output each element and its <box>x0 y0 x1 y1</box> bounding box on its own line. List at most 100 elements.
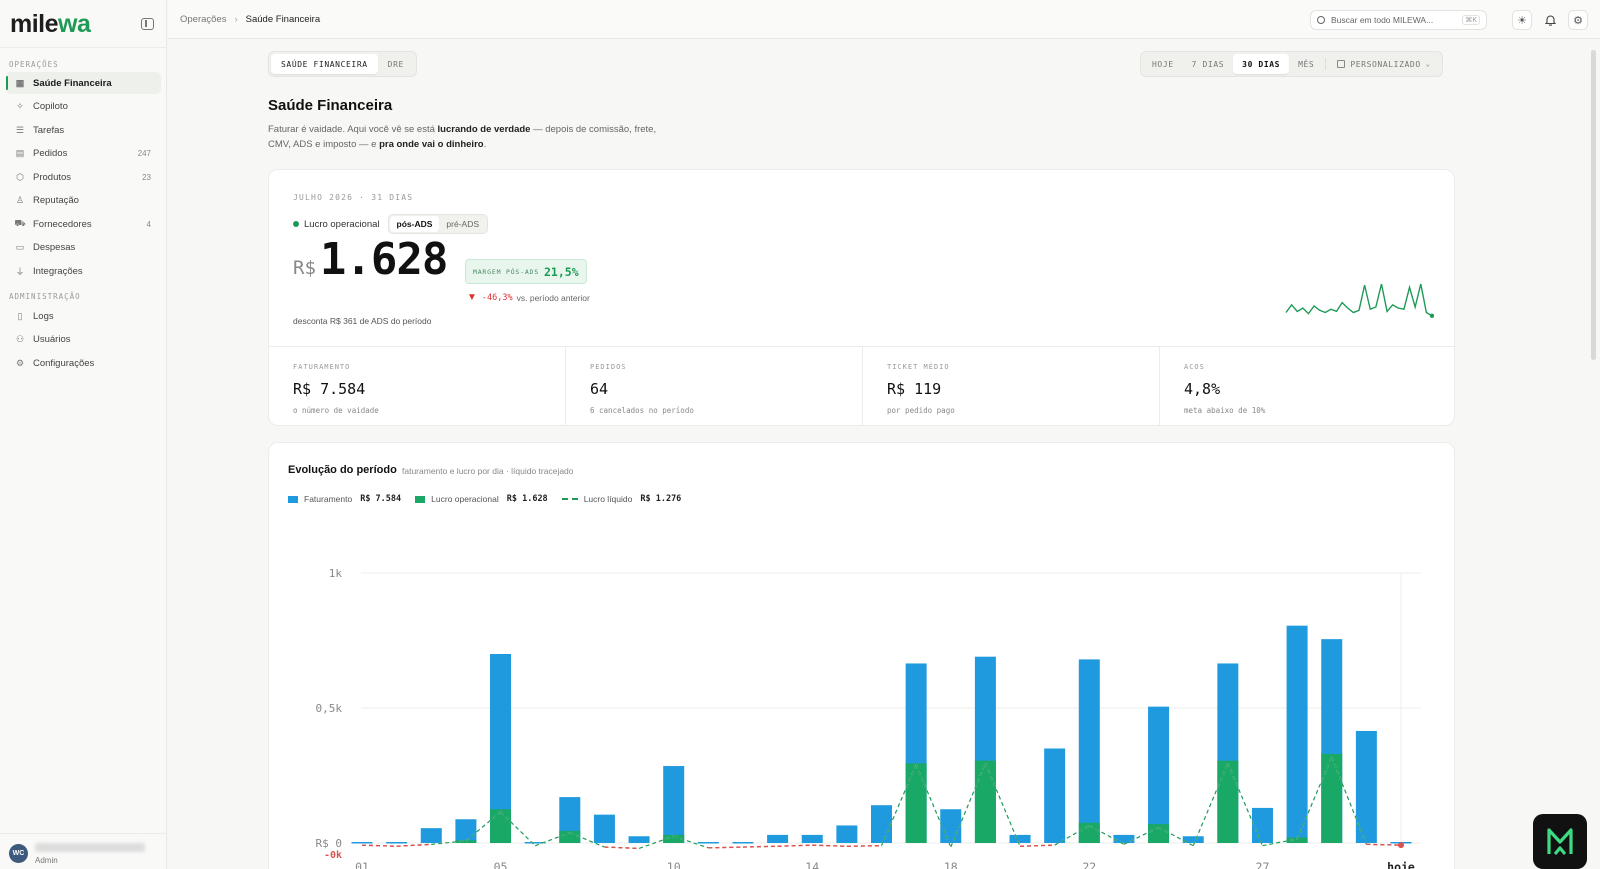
sparkline-end-point <box>1429 313 1434 319</box>
search-input[interactable]: Buscar em todo MILEWA... ⌘K <box>1310 10 1487 30</box>
lucro-liquido-segment <box>465 811 501 842</box>
sidebar-item-copiloto[interactable]: ✧ Copiloto <box>6 96 161 118</box>
sidebar-item-label: Fornecedores <box>33 218 92 230</box>
app-logo[interactable]: milewa <box>10 10 91 39</box>
chart-legend: Faturamento R$ 7.584 Lucro operacional R… <box>288 494 695 504</box>
sidebar-item-count: 23 <box>142 172 151 182</box>
bar-faturamento <box>836 825 858 843</box>
bar-lucro-operacional <box>1217 760 1239 843</box>
brand-badge[interactable] <box>1533 814 1587 869</box>
lucro-liquido-end-point <box>1398 842 1404 849</box>
kpi-label: TICKET MÉDIO <box>887 363 950 371</box>
truck-icon: ⛟ <box>14 218 26 228</box>
sidebar-item-label: Integrações <box>33 265 83 277</box>
bar-faturamento <box>1182 836 1204 843</box>
breadcrumb-parent[interactable]: Operações <box>180 14 227 25</box>
chevron-down-icon: ⌄ <box>1425 60 1431 68</box>
kpi-value: 4,8% <box>1184 380 1221 398</box>
kpi-value: R$ 7.584 <box>293 380 366 398</box>
x-tick-label: 01 <box>355 860 369 869</box>
kpi-subtext: o número de vaidade <box>293 406 379 415</box>
range-hoje[interactable]: HOJE <box>1152 59 1174 69</box>
sidebar-item-usuarios[interactable]: ⚇ Usuários <box>6 329 161 351</box>
x-tick-label: 14 <box>805 860 819 869</box>
y-tick-label-negative: -0k <box>324 850 342 861</box>
user-role: Admin <box>35 856 58 865</box>
sidebar-item-tarefas[interactable]: ☰ Tarefas <box>6 119 161 141</box>
scrollbar[interactable] <box>1591 50 1596 360</box>
sidebar-item-configuracoes[interactable]: ⚙ Configurações <box>6 352 161 374</box>
kpi-label: PEDIDOS <box>590 363 627 371</box>
range-mes[interactable]: MÊS <box>1298 59 1315 69</box>
legend-value: R$ 1.276 <box>640 494 682 504</box>
kpi-label: FATURAMENTO <box>293 363 351 371</box>
lucro-liquido-segment <box>1192 763 1229 846</box>
lucro-liquido-segment <box>534 832 571 847</box>
lucro-liquido-segment <box>915 764 952 848</box>
sidebar-item-label: Logs <box>33 310 54 322</box>
sidebar-item-count: 247 <box>137 149 151 158</box>
range-divider <box>1325 58 1327 70</box>
settings-gear-icon[interactable]: ⚙ <box>1568 10 1588 30</box>
lucro-liquido-segment <box>569 832 605 848</box>
x-tick-label: 05 <box>494 860 508 869</box>
bar-faturamento <box>628 836 650 843</box>
theme-toggle-sun-icon[interactable]: ☀ <box>1512 10 1532 30</box>
bar-lucro-operacional <box>1286 837 1308 843</box>
y-tick-label: R$ 0 <box>316 837 343 850</box>
lucro-liquido-segment <box>431 840 466 845</box>
sidebar: milewa OPERAÇÕES ▦ Saúde Financeira ✧ Copil… <box>0 0 167 869</box>
sidebar-item-despesas[interactable]: ▭ Despesas <box>6 237 161 259</box>
bar-faturamento <box>351 842 373 844</box>
bar-faturamento <box>801 834 823 843</box>
lucro-liquido-segment <box>984 763 1021 847</box>
bar-faturamento <box>940 809 962 843</box>
sidebar-item-reputacao[interactable]: ♙ Reputação <box>6 190 161 212</box>
lucro-liquido-segment <box>638 835 674 849</box>
lucro-liquido-segment <box>846 845 882 847</box>
sparkle-icon: ✧ <box>16 101 24 111</box>
profit-summary-card: JULHO 2026 · 31 DIAS Lucro operacional p… <box>268 169 1456 426</box>
sidebar-item-logs[interactable]: ▯ Logs <box>6 305 161 327</box>
bar-lucro-operacional <box>1148 824 1170 843</box>
wallet-icon: ▭ <box>15 242 25 252</box>
lucro-liquido-segment <box>742 845 778 848</box>
bar-faturamento <box>386 842 408 844</box>
tab-dre[interactable]: DRE <box>387 59 404 69</box>
sidebar-collapse-icon[interactable] <box>141 18 154 30</box>
range-personalizado[interactable]: PERSONALIZADO ⌄ <box>1328 54 1439 74</box>
kpi-acos: ACOS 4,8% meta abaixo de 10% <box>1160 347 1456 426</box>
range-7-dias[interactable]: 7 DIAS <box>1191 59 1225 69</box>
lucro-liquido-segment <box>500 811 536 847</box>
change-percent: -46,3% <box>481 292 513 303</box>
grid-icon: ▦ <box>15 77 25 88</box>
sidebar-item-pedidos[interactable]: ▤ Pedidos 247 <box>6 143 161 165</box>
margin-label: MARGEM PÓS-ADS <box>473 267 539 276</box>
toggle-pre-ads[interactable]: pré-ADS <box>446 219 480 229</box>
profit-sparkline <box>1285 283 1434 319</box>
breadcrumb: Operações › Saúde Financeira <box>180 14 320 25</box>
bar-lucro-operacional <box>905 763 927 843</box>
sidebar-item-produtos[interactable]: ⬡ Produtos 23 <box>6 166 161 188</box>
bar-lucro-operacional <box>490 809 512 843</box>
tab-saude-financeira[interactable]: SAÚDE FINANCEIRA <box>271 54 378 74</box>
bar-faturamento <box>1044 748 1066 843</box>
sidebar-item-saude-financeira[interactable]: ▦ Saúde Financeira <box>6 72 161 94</box>
lucro-liquido-segment <box>777 844 813 847</box>
bar-faturamento <box>1113 834 1135 843</box>
metric-selector-row: Lucro operacional pós-ADS pré-ADS <box>293 214 489 234</box>
logo-text-main: mile <box>10 10 59 38</box>
bar-faturamento <box>871 805 892 843</box>
sidebar-item-integracoes[interactable]: ⏚ Integrações <box>6 260 161 282</box>
sidebar-item-fornecedores[interactable]: ⛟ Fornecedores 4 <box>6 213 161 235</box>
search-shortcut: ⌘K <box>1462 15 1480 25</box>
margin-value: 21,5% <box>544 264 579 279</box>
range-30-dias[interactable]: 30 DIAS <box>1233 54 1290 74</box>
kpi-subtext: por pedido pago <box>887 406 955 415</box>
bar-lucro-operacional <box>559 830 581 843</box>
sidebar-divider <box>0 47 167 48</box>
user-menu[interactable]: WC Admin <box>0 833 167 869</box>
bell-icon[interactable] <box>1540 10 1560 30</box>
bar-faturamento <box>1286 625 1308 843</box>
toggle-pos-ads[interactable]: pós-ADS <box>389 216 440 232</box>
